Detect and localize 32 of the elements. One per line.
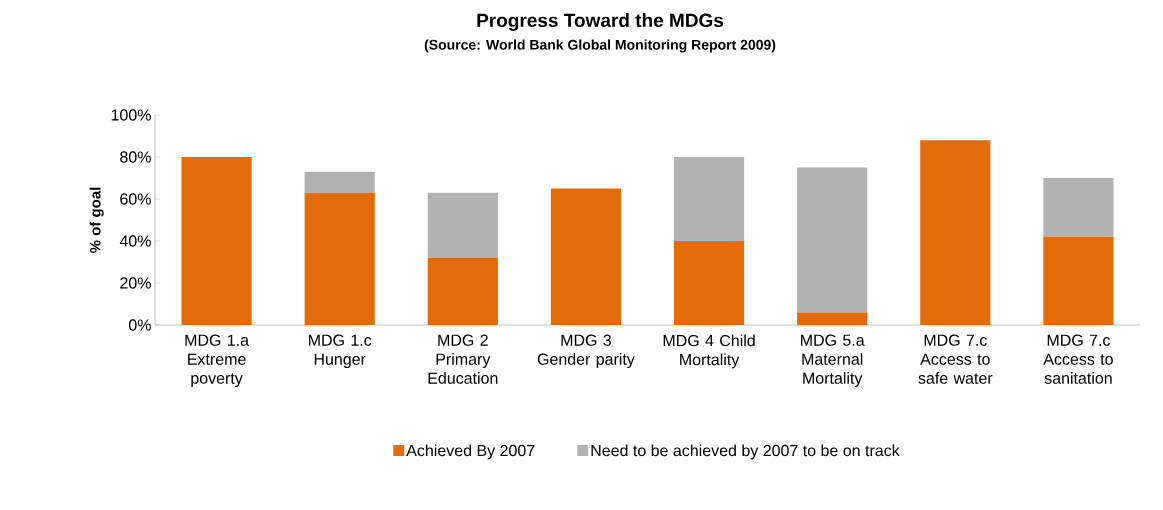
y-tick-label: 0% xyxy=(128,319,151,331)
chart-title: Progress Toward the MDGs xyxy=(477,13,724,31)
bar xyxy=(1043,177,1114,237)
legend-label: Achieved By 2007 xyxy=(406,444,535,460)
bar xyxy=(1043,236,1114,325)
y-tick-label: 80% xyxy=(120,151,151,163)
bar xyxy=(673,240,745,325)
bar xyxy=(550,188,622,325)
y-tick-label: 60% xyxy=(120,193,151,205)
x-tick-label: MDG 1.a Extreme poverty xyxy=(185,334,250,388)
x-tick-label: MDG 1.c Hunger xyxy=(309,334,372,369)
bar xyxy=(797,167,868,313)
x-tick-label: MDG 2 Primary Education xyxy=(428,334,498,384)
bar xyxy=(673,156,745,241)
y-tick-label: 100% xyxy=(111,109,151,121)
legend-label: Need to be achieved by 2007 to be on track xyxy=(591,444,900,460)
bar xyxy=(797,312,868,325)
y-tick-label: 20% xyxy=(120,277,151,289)
bar xyxy=(181,156,252,325)
x-tick-label: MDG 4 Child Mortality xyxy=(663,334,755,369)
bar xyxy=(304,192,375,325)
y-tick-label: 40% xyxy=(119,235,151,247)
y-axis-title: % of goal xyxy=(89,187,104,253)
bar xyxy=(304,171,375,193)
bar xyxy=(920,140,991,325)
x-tick-label: MDG 3 Gender parity xyxy=(537,334,635,369)
chart-subtitle: (Source: World Bank Global Monitoring Report 2009) xyxy=(424,39,776,53)
bar xyxy=(427,257,498,325)
x-tick-label: MDG 7.c Access to sanitation xyxy=(1043,334,1113,384)
x-tick-label: MDG 7.c Access to safe water xyxy=(918,334,993,384)
x-tick-label: MDG 5.a Maternal Mortality xyxy=(801,334,865,388)
bar xyxy=(427,192,498,258)
